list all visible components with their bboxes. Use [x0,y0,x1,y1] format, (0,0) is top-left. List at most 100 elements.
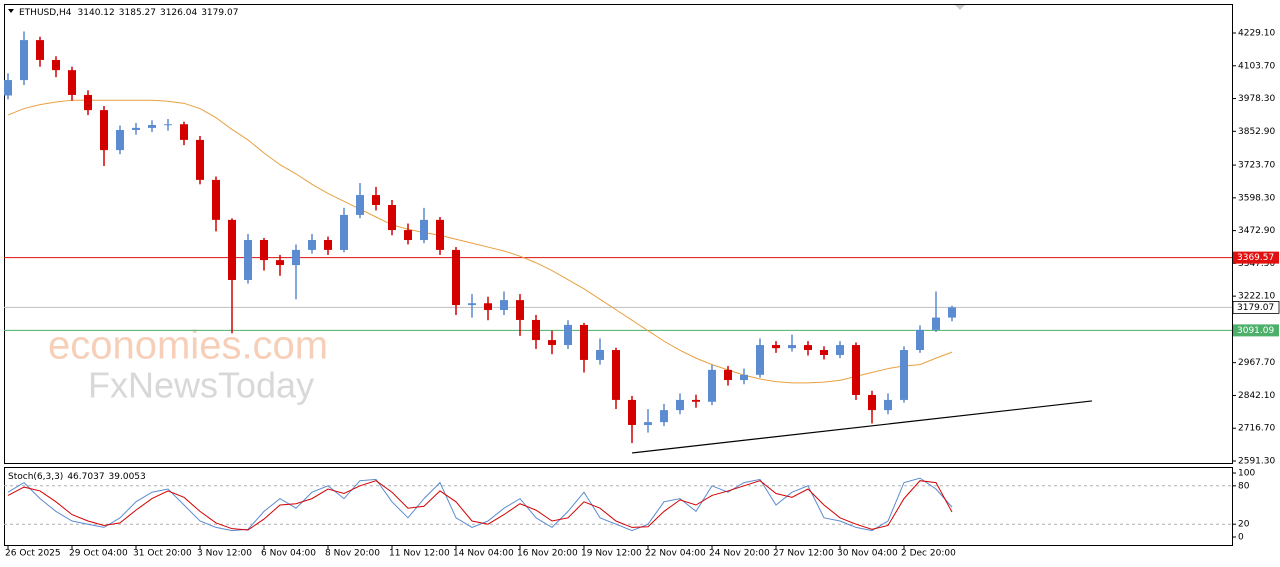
candle-body [772,345,780,349]
candle-body [244,239,252,280]
level-box [1233,251,1279,264]
stoch-pane [4,467,1233,546]
candle-body [388,204,396,231]
y-tick-label: 3347.50 [1238,259,1275,269]
high: 3185.27 [119,8,156,18]
y-tick-label: 3978.30 [1238,94,1275,104]
candle-body [676,399,684,411]
stoch-tick-label: 20 [1238,520,1250,530]
x-tick-label: 27 Nov 12:00 [773,549,834,559]
candle-body [436,219,444,250]
x-tick-label: 22 Nov 04:00 [645,549,706,559]
candle-body [276,260,284,266]
y-tick-label: 2842.10 [1238,391,1275,401]
candle-body [756,345,764,375]
candle-body [212,179,220,220]
stoch-tick-label: 100 [1238,469,1255,479]
y-tick-label: 3598.30 [1238,193,1275,203]
y-tick-label: 3472.90 [1238,226,1275,236]
candle-body [788,345,796,349]
candle-body [356,195,364,215]
x-tick-label: 30 Nov 04:00 [837,549,898,559]
stoch-main [7,477,953,532]
x-tick-label: 26 Oct 2025 [5,549,61,559]
candle-body [420,219,428,240]
x-tick-label: 31 Oct 20:00 [133,549,192,559]
x-tick-label: 6 Nov 04:00 [261,549,316,559]
plot [4,31,1232,454]
candle-body [228,219,236,280]
candle-body [532,319,540,341]
price-box [1232,300,1280,314]
stoch-signal [7,480,953,531]
x-tick-label: 2 Dec 20:00 [901,549,956,559]
open: 3140.12 [78,8,115,18]
header: ETHUSD,H4 3140.12 3185.27 3126.04 3179.07 [19,8,238,18]
y-tick-label: 2967.70 [1238,358,1275,368]
candle-body [740,374,748,381]
candle-body [692,399,700,402]
shift-marker [955,5,965,10]
candle-body [852,345,860,395]
moving-average [7,99,953,384]
y-tick-label: 3723.70 [1238,161,1275,171]
candle-body [628,399,636,426]
candle-body [292,249,300,266]
x-tick-label: 16 Nov 20:00 [517,549,578,559]
candle-body [452,249,460,306]
menu-arrow [8,9,14,13]
stoch-name: Stoch(6,3,3) [8,472,63,482]
candle-body [500,300,508,311]
candle-body [516,300,524,320]
candle-body [196,139,204,180]
candle-body [100,110,108,151]
trendline [631,400,1093,454]
candle-body [116,129,124,151]
candle-body [132,127,140,130]
candle-body [612,350,620,400]
level-label: 3091.09 [1237,326,1274,336]
candle-body [20,40,28,81]
candle-body [804,345,812,351]
stoch-signal-last: 39.0053 [109,472,146,482]
candle-body [596,350,604,360]
y-tick-label: 4103.70 [1238,61,1275,71]
stoch-tick-label: 80 [1238,481,1250,491]
candle-body [340,214,348,250]
candle-body [468,303,476,306]
price-label: 3179.07 [1237,303,1274,313]
candle-body [372,195,380,205]
candle-body [52,59,60,71]
candle-body [4,80,12,96]
candle-body [164,124,172,126]
x-tick-label: 19 Nov 12:00 [581,549,642,559]
close: 3179.07 [201,8,238,18]
x-tick-label: 29 Oct 04:00 [69,549,128,559]
candle-body [884,399,892,411]
candle-body [724,369,732,381]
y-tick-label: 4229.10 [1238,29,1275,39]
candle-body [148,125,156,128]
candle-body [580,324,588,360]
candle-body [916,329,924,351]
level-box [1233,324,1279,337]
candle-body [836,345,844,355]
candle-body [564,324,572,346]
stoch-main-last: 46.7037 [67,472,104,482]
stoch-label: Stoch(6,3,3) 46.7037 39.0053 [8,472,146,482]
y-tick-label: 3222.10 [1238,292,1275,302]
candle-body [948,307,956,318]
candle-body [820,350,828,355]
candle-body [36,40,44,60]
candle-body [180,124,188,140]
main-pane [4,4,1233,464]
y-tick-label: 2716.70 [1238,424,1275,434]
candle-body [708,369,716,402]
level-label: 3369.57 [1237,253,1274,263]
candle-body [644,422,652,426]
low: 3126.04 [160,8,197,18]
candle-body [484,303,492,311]
candle-body [324,239,332,250]
